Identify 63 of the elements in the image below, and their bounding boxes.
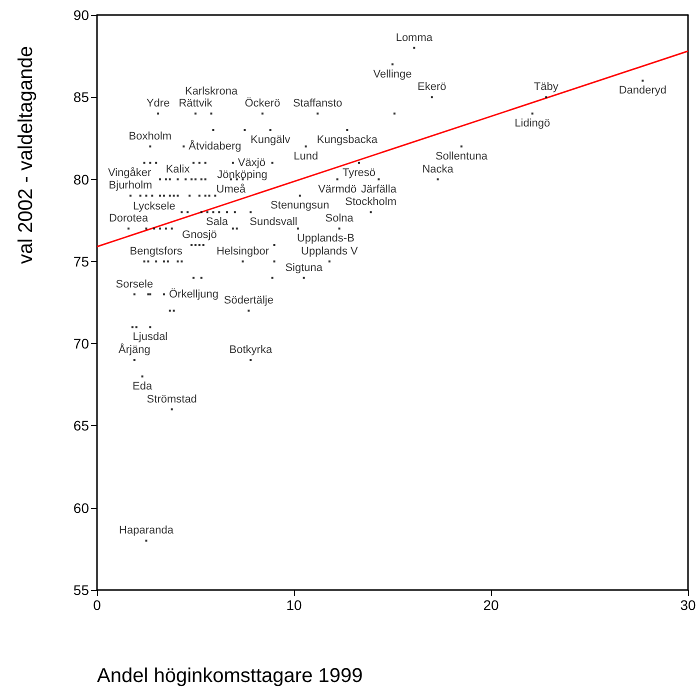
- y-tick-label: 65: [73, 418, 90, 434]
- y-tick-label: 75: [73, 253, 90, 270]
- data-label: Stenungsun: [270, 200, 330, 212]
- data-label: Lund: [294, 150, 318, 162]
- data-label: Järfälla: [360, 183, 398, 196]
- data-label: Vellinge: [373, 68, 412, 80]
- data-label: Lomma: [396, 32, 434, 44]
- data-label: Tyresö: [342, 166, 376, 179]
- data-label: Botkyrka: [229, 344, 273, 356]
- data-label: Eda: [132, 380, 153, 392]
- data-label: Bjurholm: [108, 180, 152, 192]
- y-tick-label: 55: [73, 582, 90, 598]
- data-label: Lidingö: [514, 118, 550, 130]
- x-tick-label: 20: [483, 597, 499, 613]
- data-label: Kalix: [166, 163, 190, 176]
- data-label: Karlskrona: [184, 86, 238, 98]
- y-tick-label: 85: [73, 89, 90, 106]
- y-axis-title: val 2002 - valdeltagande: [15, 46, 37, 264]
- x-tick-label: 10: [286, 597, 302, 613]
- data-label: Ljusdal: [132, 331, 168, 344]
- data-label: Sollentuna: [435, 150, 488, 162]
- data-label: Haparanda: [119, 524, 174, 537]
- data-label: Danderyd: [618, 84, 667, 97]
- data-label: Bengtsfors: [130, 245, 183, 258]
- data-label: Täby: [534, 81, 559, 94]
- data-label: Ekerö: [418, 81, 446, 94]
- data-label: Upplands V: [301, 245, 359, 258]
- data-label: Umeå: [216, 183, 247, 196]
- data-label: Stockholm: [345, 196, 397, 208]
- data-label: Dorotea: [108, 212, 149, 225]
- data-label: Södertälje: [224, 294, 274, 307]
- x-tick-label: 30: [680, 597, 696, 613]
- data-label: Jönköping: [217, 168, 268, 181]
- data-label: Boxholm: [128, 130, 172, 142]
- data-label: Staffansto: [292, 98, 342, 110]
- data-label: Växjö: [238, 156, 266, 169]
- x-tick-label: 0: [93, 597, 102, 613]
- data-label: Öckerö: [244, 96, 280, 110]
- x-axis-title: Andel höginkomsttagare 1999: [97, 665, 363, 687]
- data-label: Lycksele: [132, 200, 176, 213]
- y-tick-label: 80: [73, 171, 90, 188]
- data-label: Sundsvall: [250, 216, 298, 228]
- data-label: Upplands-B: [296, 232, 354, 245]
- data-label: Rättvik: [178, 98, 213, 110]
- data-label: Sigtuna: [285, 262, 324, 274]
- data-label: Vingåker: [108, 166, 152, 179]
- data-label: Sala: [206, 216, 229, 228]
- y-tick-label: 60: [73, 500, 90, 516]
- data-label: Värmdö: [318, 183, 357, 196]
- data-label: Åtvidaberg: [188, 139, 242, 152]
- data-label: Solna: [325, 212, 354, 225]
- y-tick-label: 70: [73, 336, 90, 352]
- data-label: Strömstad: [146, 393, 197, 406]
- data-label: Sorsele: [116, 278, 154, 290]
- data-label: Kungsbacka: [316, 134, 378, 146]
- data-label: Helsingbor: [216, 245, 270, 258]
- y-tick-label: 90: [73, 7, 90, 23]
- data-label: Örkelljung: [168, 287, 219, 300]
- data-label: Årjäng: [118, 343, 150, 356]
- data-label: Gnosjö: [182, 229, 217, 241]
- data-label: Nacka: [422, 163, 454, 176]
- data-label: Kungälv: [250, 134, 291, 146]
- data-label: Ydre: [146, 98, 170, 110]
